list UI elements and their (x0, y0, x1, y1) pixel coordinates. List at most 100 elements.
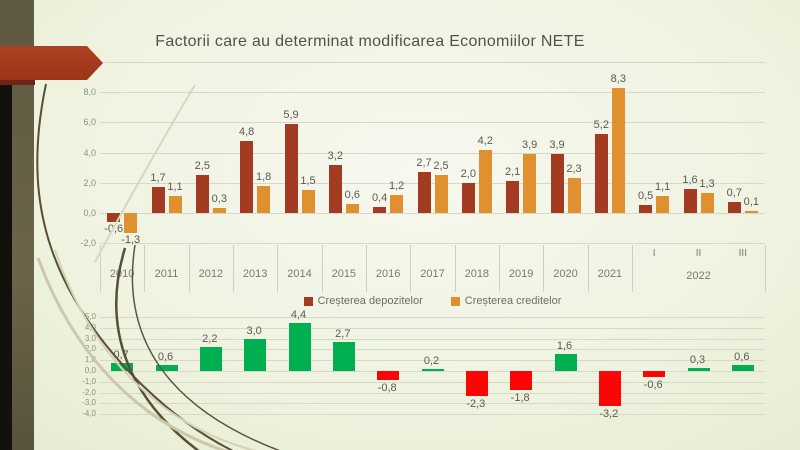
category-separator (543, 245, 545, 292)
y-axis-label-bottom: -2,0 (82, 387, 96, 397)
value-label: 2,5 (433, 160, 449, 173)
quarter-label: I (652, 248, 656, 259)
value-label: 3,9 (549, 139, 565, 152)
category-separator (366, 245, 367, 292)
value-label: 3,2 (327, 149, 343, 162)
gridline-bottom (100, 371, 765, 372)
value-label: 1,8 (256, 170, 272, 183)
bar-depozite-II (683, 188, 697, 213)
bar-net-2015 (332, 341, 355, 371)
gridline-bottom (100, 414, 765, 416)
value-label: 0,6 (344, 188, 360, 201)
y-axis-label-bottom: -1,0 (82, 376, 96, 386)
legend-label-depozite: Creșterea depozitelor (317, 295, 423, 307)
gridline-bottom (100, 327, 765, 329)
bar-credite-III (744, 211, 758, 213)
value-label: 2,2 (202, 333, 218, 346)
category-separator (499, 245, 500, 292)
value-label: -1,8 (510, 392, 530, 405)
bar-depozite-2018 (461, 182, 475, 213)
year-label: 2021 (597, 268, 623, 280)
gridline-top (100, 92, 765, 94)
value-label: 5,2 (593, 119, 609, 132)
gridline-top (100, 62, 765, 63)
bar-depozite-2013 (240, 140, 254, 213)
bar-net-2018 (465, 371, 488, 396)
bar-net-2017 (421, 368, 444, 371)
gridline-bottom (100, 403, 765, 405)
year-label: 2016 (375, 268, 401, 280)
y-axis-label-bottom: -4,0 (82, 409, 96, 419)
value-label: 2,3 (566, 163, 582, 176)
category-separator (765, 245, 766, 292)
year-label: 2020 (553, 268, 578, 280)
gridline-bottom (100, 317, 765, 318)
value-label: 8,3 (610, 72, 626, 85)
bar-credite-I (656, 196, 670, 213)
value-label: -0,6 (643, 379, 663, 392)
bar-depozite-2015 (328, 164, 342, 213)
bar-credite-2013 (257, 185, 271, 213)
value-label: 1,2 (389, 179, 405, 192)
bar-depozite-I (639, 205, 653, 213)
gridline-top (100, 152, 765, 154)
year-label-2022: 2022 (686, 270, 711, 282)
gridline-bottom (100, 381, 765, 383)
category-separator (410, 245, 412, 292)
legend-swatch-depozite (303, 296, 313, 306)
value-label: 3,9 (522, 139, 538, 152)
gridline-bottom (100, 349, 765, 351)
bar-credite-2015 (345, 203, 359, 213)
category-separator (587, 245, 589, 292)
value-label: 4,8 (239, 125, 255, 138)
legend-swatch-credite (450, 296, 460, 306)
bar-credite-II (700, 193, 714, 213)
bar-net-2019 (510, 371, 533, 391)
year-label: 2017 (420, 268, 445, 280)
gridline-bottom (100, 360, 765, 362)
y-axis-label-bottom: 4,0 (84, 322, 96, 332)
bar-net-2020 (554, 353, 577, 371)
category-separator (321, 245, 323, 292)
legend-label-credite: Creșterea creditelor (464, 295, 562, 307)
bar-net-II (687, 367, 710, 371)
value-label: -0,8 (377, 381, 397, 394)
bar-net-2013 (244, 338, 267, 371)
value-label: 1,1 (655, 181, 671, 194)
value-label: 0,7 (113, 349, 129, 362)
value-label: 1,6 (556, 339, 573, 352)
left-dark-strip (0, 78, 12, 450)
gridline-bottom (100, 338, 765, 340)
value-label: 0,6 (734, 350, 750, 363)
bar-depozite-III (727, 202, 741, 213)
bar-depozite-2020 (550, 154, 564, 213)
bar-net-III (731, 364, 754, 371)
gridline-bottom (100, 392, 765, 394)
value-label: 4,4 (290, 309, 307, 322)
bar-depozite-2021 (594, 134, 608, 213)
bar-net-2011 (155, 364, 178, 371)
legend-item-depozite: Creșterea depozitelor (303, 295, 423, 307)
value-label: 1,6 (682, 173, 698, 186)
y-axis-label-bottom: -3,0 (82, 398, 96, 408)
value-label: 5,9 (283, 108, 299, 121)
value-label: 0,6 (157, 350, 174, 363)
bar-net-2016 (377, 371, 400, 380)
value-label: 4,2 (477, 134, 493, 147)
year-label: 2014 (287, 268, 312, 280)
bar-net-I (643, 371, 666, 378)
bar-net-2010 (111, 363, 134, 371)
gridline-top (100, 243, 765, 245)
gridline-top (100, 122, 765, 124)
value-label: 1,3 (699, 178, 715, 191)
value-label: 0,4 (372, 191, 388, 204)
y-axis-label-bottom: 0,0 (84, 366, 96, 375)
bar-credite-2021 (611, 87, 625, 213)
value-label: 3,0 (246, 324, 262, 337)
bar-credite-2017 (434, 175, 448, 213)
gridline-top (100, 182, 765, 184)
red-arrow-fold (0, 79, 35, 85)
year-label: 2015 (331, 268, 357, 280)
